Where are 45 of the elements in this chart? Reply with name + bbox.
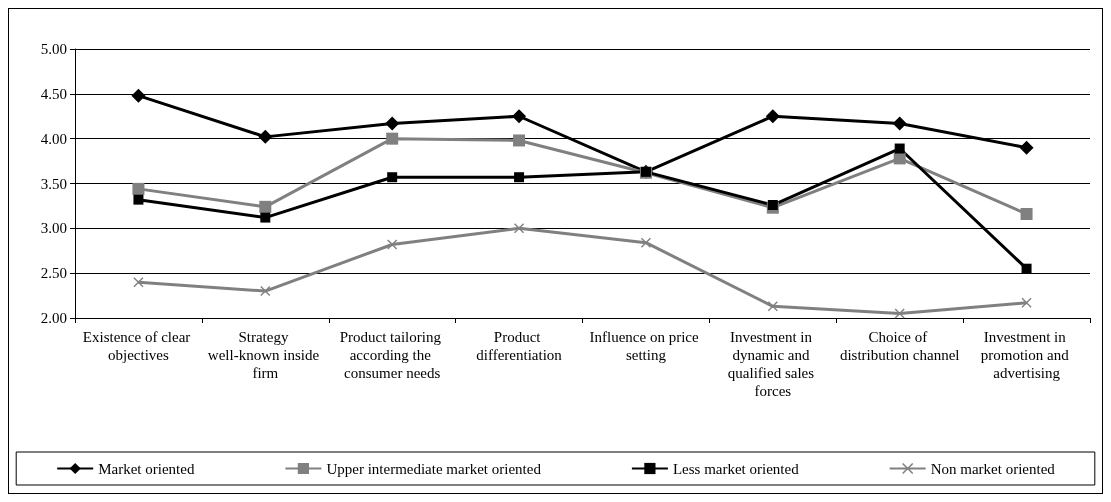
legend-label: Non market oriented	[930, 460, 1056, 477]
y-tick-label: 2.50	[40, 265, 67, 282]
point	[514, 223, 525, 234]
point	[767, 301, 778, 312]
point	[133, 277, 144, 288]
legend-label: Upper intermediate market oriented	[326, 460, 542, 477]
x-tick-label: Investment in dynamic and qualified sales forces	[727, 329, 818, 399]
point	[640, 237, 651, 248]
point	[1021, 297, 1032, 308]
y-tick-label: 4.50	[40, 85, 67, 102]
point	[386, 132, 399, 145]
legend-label: Less market oriented	[672, 460, 800, 477]
y-tick-label: 4.00	[40, 130, 67, 147]
legend-label: Market oriented	[98, 460, 195, 477]
y-tick-label: 3.00	[40, 220, 67, 237]
point	[892, 116, 907, 131]
y-tick-label: 5.00	[40, 41, 67, 57]
point	[1019, 140, 1034, 155]
point	[894, 143, 905, 154]
point	[1020, 207, 1033, 220]
point	[133, 194, 144, 205]
x-tick-label: Strategy well-known inside firm	[207, 329, 323, 381]
point	[385, 116, 400, 131]
point	[260, 212, 271, 223]
point	[260, 286, 271, 297]
point	[259, 200, 272, 213]
x-tick-label: Choice of distribution channel	[839, 329, 960, 363]
x-tick-label: Product tailoring according the consumer needs	[339, 329, 445, 381]
point	[513, 134, 526, 147]
point	[1021, 263, 1032, 274]
point	[258, 129, 273, 144]
point	[387, 172, 398, 183]
point	[765, 109, 780, 124]
x-tick-label: Product differentiation	[476, 329, 563, 363]
x-tick-label: Investment in promotion and advertising	[980, 329, 1073, 381]
x-tick-label: Influence on price setting	[589, 329, 703, 363]
point	[387, 239, 398, 250]
point	[512, 109, 527, 124]
point	[132, 182, 145, 195]
point	[514, 172, 525, 183]
y-tick-label: 3.50	[40, 175, 67, 192]
point	[894, 308, 905, 319]
y-tick-label: 2.00	[40, 310, 67, 326]
point	[131, 88, 146, 103]
x-tick-label: Existence of clear objectives	[82, 329, 195, 363]
